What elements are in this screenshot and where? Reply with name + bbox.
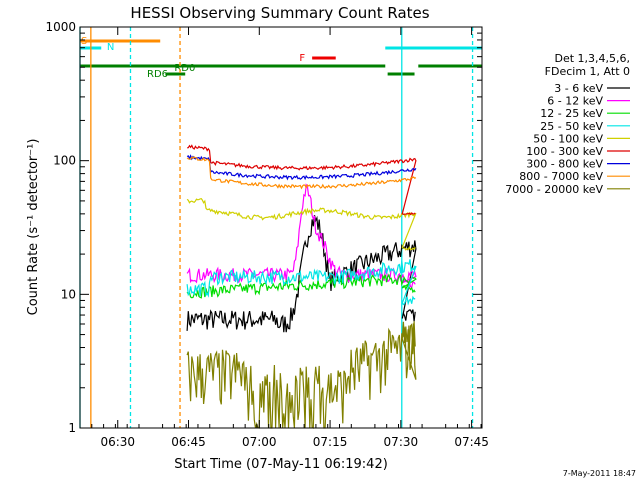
y-tick-label-4: 1000 <box>45 20 76 34</box>
chart-title: HESSI Observing Summary Count Rates <box>130 4 429 22</box>
x-tick-label-3: 07:00 <box>242 435 277 449</box>
series-line-1 <box>186 214 417 333</box>
legend-header-line-2: FDecim 1, Att 0 <box>545 65 630 78</box>
flag-label-s: S <box>81 36 87 47</box>
series-line-9 <box>186 321 417 429</box>
x-tick-label-2: 06:45 <box>171 435 206 449</box>
series-line-8 <box>186 156 417 190</box>
legend-label-2: 6 - 12 keV <box>547 95 603 108</box>
flag-label-f: F <box>299 53 305 64</box>
legend-label-6: 100 - 300 keV <box>526 145 603 158</box>
legend-label-9: 7000 - 20000 keV <box>505 183 603 196</box>
legend-label-5: 50 - 100 keV <box>533 132 603 145</box>
x-tick-label-1: 06:30 <box>100 435 135 449</box>
y-axis-label: Count Rate (s⁻¹ detector⁻¹) <box>26 139 41 316</box>
series-line-5 <box>186 198 417 251</box>
flag-label-rd0: RD0 <box>174 63 195 74</box>
x-tick-label-4: 07:15 <box>313 435 348 449</box>
y-tick-label-3: 100 <box>53 154 76 168</box>
legend-label-3: 12 - 25 keV <box>540 107 603 120</box>
x-tick-label-5: 07:30 <box>384 435 419 449</box>
series-line-6 <box>187 144 417 216</box>
flag-label-n: N <box>107 42 114 53</box>
plot-frame <box>79 26 483 429</box>
legend-label-4: 25 - 50 keV <box>540 120 603 133</box>
legend-label-7: 300 - 800 keV <box>526 158 603 171</box>
x-tick-label-6: 07:45 <box>454 435 489 449</box>
y-tick-label-2: 10 <box>61 287 76 301</box>
x-axis-label: Start Time (07-May-11 06:19:42) <box>174 457 388 472</box>
legend-label-8: 800 - 7000 keV <box>519 170 603 183</box>
series-line-7 <box>186 154 417 181</box>
footer-timestamp: 7-May-2011 18:47 <box>563 469 636 478</box>
series-line-3 <box>186 273 417 299</box>
legend-label-1: 3 - 6 keV <box>554 82 603 95</box>
legend-header-line-1: Det 1,3,4,5,6, <box>554 52 630 65</box>
y-tick-label-1: 1 <box>68 421 76 435</box>
series-line-4 <box>186 259 417 306</box>
flag-label-rd6: RD6 <box>147 69 168 80</box>
